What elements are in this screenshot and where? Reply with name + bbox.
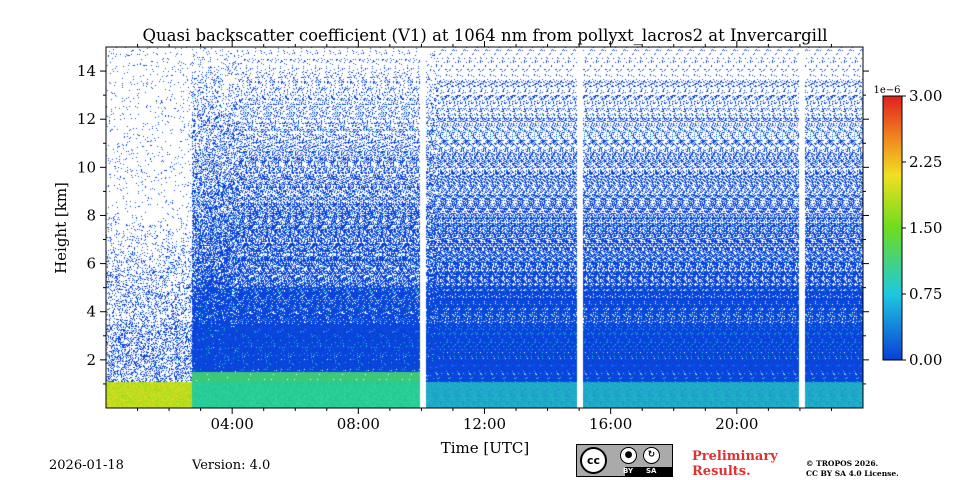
copyright-notice: © TROPOS 2026. CC BY SA 4.0 License. bbox=[806, 459, 899, 479]
version-label: Version: 4.0 bbox=[192, 458, 271, 473]
colorbar-tick-label: 3.00 bbox=[909, 87, 942, 105]
copyright-line-1: © TROPOS 2026. bbox=[806, 459, 879, 468]
date-label: 2026-01-18 bbox=[49, 458, 124, 473]
plot-area bbox=[106, 47, 863, 408]
x-tick-label: 16:00 bbox=[589, 415, 632, 433]
colorbar: 0.00 0.75 1.50 2.25 3.00 bbox=[882, 87, 942, 369]
y-tick-label: 6 bbox=[86, 255, 96, 273]
x-axis: 04:00 08:00 12:00 16:00 20:00 bbox=[137, 41, 832, 433]
sa-share-icon: ↻ bbox=[643, 447, 660, 464]
y-tick-label: 10 bbox=[77, 158, 96, 176]
y-axis-label: Height [km] bbox=[52, 182, 70, 274]
chart-title: Quasi backscatter coefficient (V1) at 10… bbox=[143, 26, 828, 45]
copyright-line-2: CC BY SA 4.0 License. bbox=[806, 469, 899, 478]
y-tick-label: 14 bbox=[77, 62, 96, 80]
sa-label: SA bbox=[646, 467, 657, 475]
cc-license-badge[interactable]: cc ● ↻ BY SA bbox=[576, 444, 673, 477]
x-tick-label: 12:00 bbox=[463, 415, 506, 433]
y-axis: 2 4 6 8 10 12 14 bbox=[77, 62, 869, 385]
cc-icon: cc bbox=[580, 447, 607, 474]
by-person-icon: ● bbox=[620, 447, 637, 464]
colorbar-exponent: 1e−6 bbox=[873, 85, 900, 96]
heatmap-image bbox=[106, 47, 863, 408]
preliminary-notice: Preliminary Results. bbox=[692, 449, 778, 479]
colorbar-tick-label: 1.50 bbox=[909, 219, 942, 237]
colorbar-tick-label: 2.25 bbox=[909, 153, 942, 171]
colorbar-tick-label: 0.00 bbox=[909, 351, 942, 369]
y-tick-label: 12 bbox=[77, 110, 96, 128]
x-tick-label: 04:00 bbox=[211, 415, 254, 433]
preliminary-line-1: Preliminary bbox=[692, 449, 778, 464]
preliminary-line-2: Results. bbox=[692, 464, 751, 479]
badge-strip bbox=[625, 467, 672, 476]
y-tick-label: 8 bbox=[86, 206, 96, 224]
x-tick-label: 20:00 bbox=[715, 415, 758, 433]
colorbar-tick-label: 0.75 bbox=[909, 285, 942, 303]
x-tick-label: 08:00 bbox=[337, 415, 380, 433]
y-tick-label: 2 bbox=[86, 351, 96, 369]
colorbar-scale bbox=[882, 95, 903, 361]
x-axis-label: Time [UTC] bbox=[441, 439, 530, 457]
y-tick-label: 4 bbox=[86, 303, 96, 321]
by-label: BY bbox=[623, 467, 634, 475]
